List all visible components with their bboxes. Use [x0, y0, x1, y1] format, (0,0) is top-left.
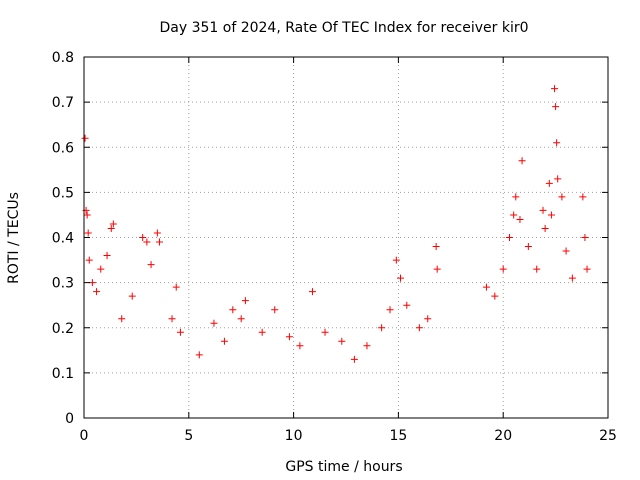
y-tick-label: 0.2	[52, 321, 74, 337]
data-point	[433, 265, 441, 273]
data-point	[583, 265, 591, 273]
data-point	[84, 229, 92, 237]
x-axis-label: GPS time / hours	[285, 459, 402, 475]
data-point	[321, 328, 329, 336]
ticks: 0 5 10 15 20 25 0 0.1 0.2 0.3 0.4 0.5 0.6 0.7 0.8	[52, 50, 617, 444]
data-point	[378, 324, 386, 332]
data-point	[581, 234, 589, 241]
data-point	[545, 179, 553, 187]
data-point	[363, 342, 371, 350]
chart-title: Day 351 of 2024, Rate Of TEC Index for r…	[159, 20, 528, 36]
data-point	[147, 261, 155, 269]
data-point	[432, 243, 440, 251]
y-tick-label: 0.5	[52, 185, 74, 201]
data-point	[524, 243, 532, 251]
data-point	[195, 351, 203, 359]
data-point	[415, 324, 423, 332]
data-point	[109, 220, 117, 228]
data-point	[424, 315, 432, 323]
data-point	[237, 315, 245, 323]
data-point	[107, 224, 115, 232]
data-point	[499, 265, 507, 273]
data-point	[338, 337, 346, 345]
data-point	[229, 306, 237, 314]
x-tick-label: 25	[599, 428, 617, 444]
data-point	[168, 315, 176, 323]
y-tick-label: 0.3	[52, 276, 74, 292]
data-point	[153, 229, 161, 237]
data-point	[128, 292, 136, 300]
x-tick-label: 0	[80, 428, 89, 444]
data-point	[296, 342, 304, 350]
data-point	[81, 134, 89, 142]
data-point	[241, 297, 249, 305]
data-point	[539, 206, 547, 214]
plot-frame	[83, 56, 609, 419]
data-point	[118, 315, 126, 323]
data-point	[510, 211, 518, 219]
data-point	[143, 238, 151, 246]
y-tick-label: 0.1	[52, 366, 74, 382]
data-point	[512, 193, 520, 201]
data-point	[392, 256, 400, 264]
data-point	[491, 292, 499, 300]
y-tick-label: 0.7	[52, 95, 74, 111]
data-point	[88, 279, 96, 287]
data-point	[505, 234, 513, 241]
data-point	[350, 355, 358, 363]
x-tick-label: 20	[494, 428, 512, 444]
data-point	[172, 283, 180, 291]
data-point	[176, 328, 184, 336]
data-point	[516, 215, 524, 223]
y-tick-label: 0.4	[52, 231, 74, 247]
data-point	[285, 333, 293, 341]
data-point	[551, 85, 559, 93]
data-point	[552, 103, 560, 111]
x-tick-label: 15	[389, 428, 407, 444]
data-point	[518, 157, 526, 165]
data-point	[568, 274, 576, 282]
data-point	[97, 265, 105, 273]
data-point	[155, 238, 163, 246]
y-axis-label: ROTI / TECUs	[6, 192, 22, 284]
data-point	[386, 306, 394, 314]
data-points	[81, 85, 591, 363]
data-point	[83, 211, 91, 219]
data-point	[482, 283, 490, 291]
data-point	[579, 193, 587, 201]
data-point	[220, 337, 228, 345]
y-tick-label: 0.6	[52, 140, 74, 156]
data-point	[562, 247, 570, 255]
y-tick-label: 0.8	[52, 50, 74, 66]
data-point	[258, 328, 266, 336]
data-point	[93, 288, 101, 296]
data-point	[103, 252, 111, 260]
data-point	[139, 234, 147, 241]
data-point	[403, 301, 411, 309]
data-point	[308, 288, 316, 296]
data-point	[85, 256, 93, 264]
data-point	[541, 224, 549, 232]
data-point	[533, 265, 541, 273]
x-tick-label: 10	[285, 428, 303, 444]
data-point	[271, 306, 279, 314]
data-point	[547, 211, 555, 219]
data-point	[558, 193, 566, 201]
grid	[84, 57, 608, 418]
y-tick-label: 0	[65, 411, 74, 427]
x-tick-label: 5	[184, 428, 193, 444]
data-point	[554, 175, 562, 183]
data-point	[210, 319, 218, 327]
data-point	[553, 139, 561, 147]
data-point	[396, 274, 404, 282]
